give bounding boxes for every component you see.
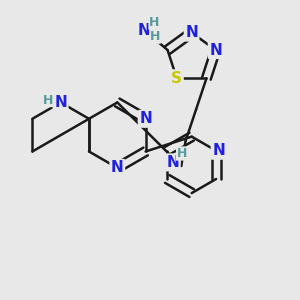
Text: N: N (212, 143, 225, 158)
Text: N: N (209, 43, 222, 58)
Text: H: H (43, 94, 53, 106)
Text: N: N (185, 25, 198, 40)
Text: N: N (137, 23, 150, 38)
Text: N: N (167, 155, 179, 170)
Text: N: N (139, 111, 152, 126)
Text: S: S (171, 71, 182, 86)
Text: H: H (149, 16, 159, 29)
Text: H: H (177, 147, 187, 160)
Text: N: N (111, 160, 124, 175)
Text: N: N (54, 95, 67, 110)
Text: H: H (150, 30, 160, 43)
